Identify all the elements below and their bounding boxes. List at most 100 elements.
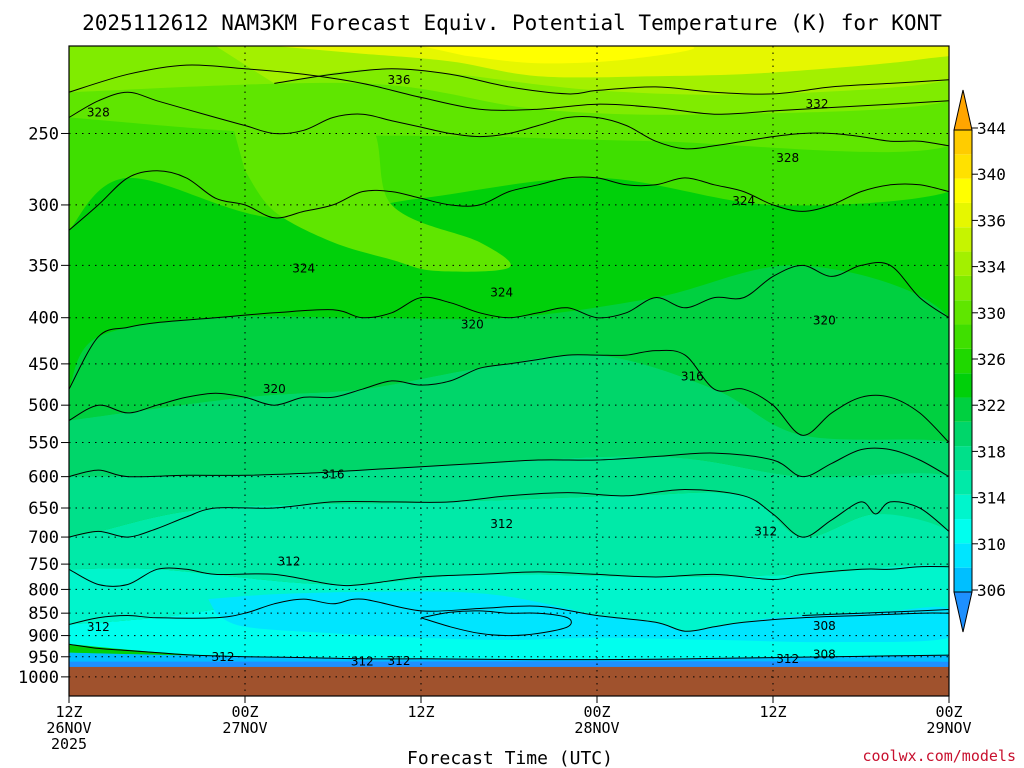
contour-label-7: 320 [461,318,484,332]
colorbar-tick-label-330: 330 [977,304,1006,323]
colorbar-band-316 [954,446,972,471]
y-tick-label-300: 300 [28,196,59,216]
x-tick-label-0-1: 26NOV [46,719,91,737]
contour-label-15: 312 [87,620,110,634]
contour-line-8 [69,262,949,390]
contour-label-19: 312 [351,655,374,669]
temperature-fill-5 [421,46,695,64]
colorbar-band-310 [954,519,972,544]
contour-labels: 336 332 328 328 324 324 324 320 320 320 316 316 312 3… [87,73,836,669]
x-tick-label-0-2: 2025 [51,735,87,753]
y-tick-label-400: 400 [28,309,59,329]
colorbar-band-322 [954,373,972,398]
colorbar-band-318 [954,421,972,447]
temperature-fill-4 [274,46,949,78]
colorbar-band-330 [954,275,972,301]
contour-label-9: 320 [263,382,286,396]
y-tick-label-600: 600 [28,468,59,488]
colorbar: 306 310 314 318 322 326 330 334 336 340 344 [953,89,1006,633]
colorbar-tick-label-326: 326 [977,350,1006,369]
contour-line-6 [69,349,949,443]
x-tick-label-36-1: 28NOV [574,719,619,737]
temperature-fill-10 [69,492,949,585]
y-tick-label-350: 350 [28,256,59,276]
contour-line-1 [69,598,949,632]
colorbar-tick-label-340: 340 [977,165,1006,184]
colorbar-band-308 [954,543,972,568]
contour-line-10 [69,91,949,150]
contour-lines [69,64,949,661]
contour-label-1: 332 [806,97,829,111]
contour-line-2 [420,610,572,637]
temperature-fill-14 [69,652,949,664]
colorbar-band-314 [954,470,972,495]
colorbar-band-326 [954,324,972,349]
contour-line-3 [802,609,949,616]
contour-label-4: 324 [732,194,755,208]
y-tick-label-900: 900 [28,627,59,647]
colorbar-band-340 [954,154,972,179]
temperature-fill-15 [69,661,949,668]
contour-line-7 [69,447,949,478]
contour-label-21: 308 [813,648,836,662]
x-tick-label-36-0: 00Z [583,703,610,721]
contour-label-14: 312 [278,554,301,568]
contour-line-9 [69,170,949,231]
contour-line-4 [69,488,949,538]
y-tick-label-950: 950 [28,648,59,668]
colorbar-band-312 [954,494,972,520]
contour-label-17: 312 [212,650,235,664]
y-tick-label-700: 700 [28,528,59,548]
x-axis-label: Forecast Time (UTC) [407,748,613,768]
colorbar-band-306 [954,567,972,592]
contour-line-5 [69,566,949,587]
colorbar-band-344 [953,89,973,131]
colorbar-band-342 [954,130,972,155]
contour-line-11 [69,64,949,115]
colorbar-band-320 [954,397,972,422]
colorbar-tick-label-310: 310 [977,535,1006,554]
contour-label-5: 324 [292,262,315,276]
grid-lines [69,46,949,696]
colorbar-band-338 [954,178,972,203]
temperature-fill-8 [69,354,949,481]
colorbar-tick-label-318: 318 [977,442,1006,461]
plot-frame [68,45,950,697]
x-tick-label-24-0: 12Z [407,703,434,721]
colorbar-tick-label-306: 306 [977,581,1006,600]
y-tick-label-250: 250 [28,124,59,144]
ground-surface [69,666,949,696]
contour-label-3: 328 [776,151,799,165]
contour-label-8: 320 [813,314,836,328]
colorbar-band-336 [954,202,972,228]
colorbar-band-324 [954,348,972,374]
colorbar-band-304 [953,591,973,633]
temperature-fill-13 [208,591,949,643]
contour-line-0 [69,643,949,661]
contour-label-2: 328 [87,106,110,120]
temperature-fill-6 [230,111,511,272]
y-tick-label-850: 850 [28,604,59,624]
colorbar-tick-label-322: 322 [977,396,1006,415]
contour-label-0: 336 [388,73,411,87]
x-tick-label-60-0: 00Z [935,703,962,721]
contour-label-12: 312 [490,517,513,531]
colorbar-band-328 [954,300,972,325]
chart-title: 2025112612 NAM3KM Forecast Equiv. Potent… [82,11,942,35]
y-tick-label-450: 450 [28,355,59,375]
y-tick-label-650: 650 [28,499,59,519]
plot-area [69,46,949,696]
contour-line-12 [274,68,949,95]
y-tick-label-550: 550 [28,434,59,454]
colorbar-tick-label-334: 334 [977,258,1006,277]
x-tick-label-12-0: 00Z [231,703,258,721]
contour-label-11: 316 [322,468,345,482]
colorbar-band-332 [954,251,972,276]
colorbar-frame [953,129,973,593]
y-tick-label-500: 500 [28,396,59,416]
x-tick-label-48-0: 12Z [759,703,786,721]
contour-label-10: 316 [681,370,704,384]
contour-label-20: 312 [776,652,799,666]
